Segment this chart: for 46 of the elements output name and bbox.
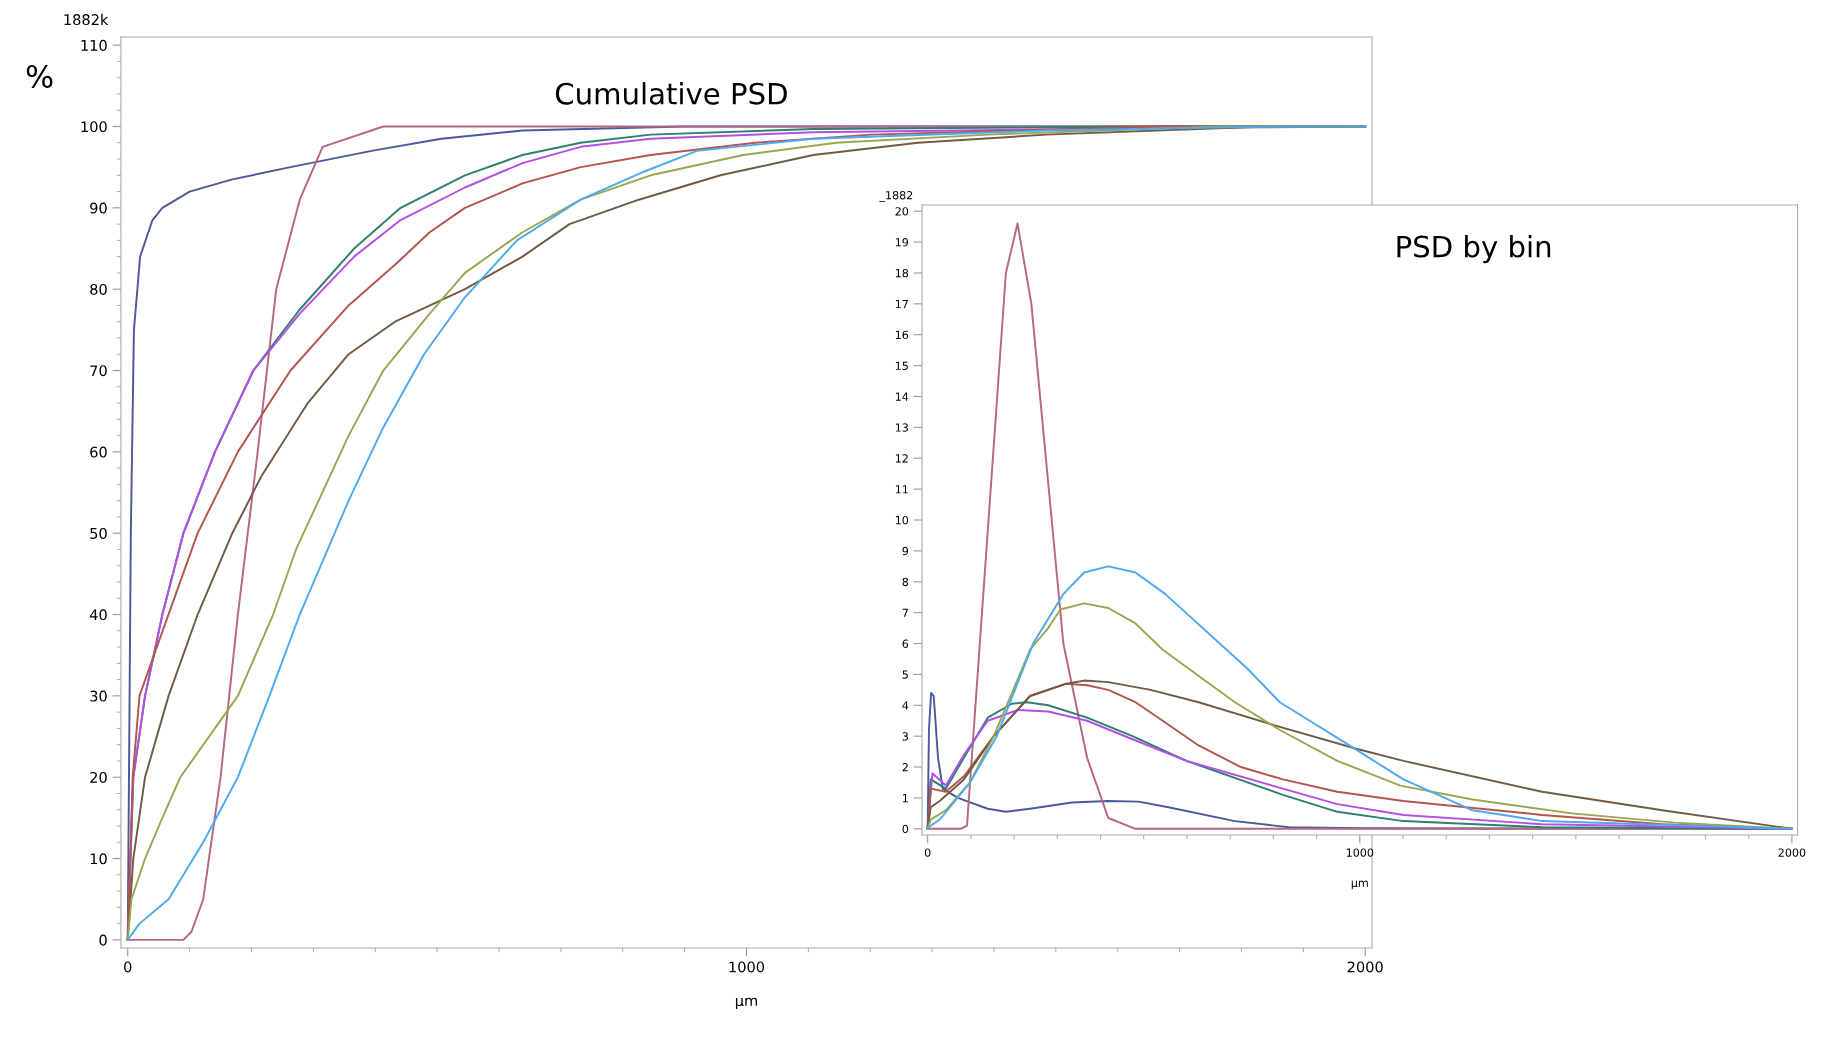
y-tick-label: 90: [90, 202, 107, 214]
y-tick-label: 20: [90, 771, 107, 783]
y-tick-label: 11: [895, 485, 908, 494]
y-tick-label: 12: [895, 454, 908, 463]
annotation: _1882: [879, 191, 913, 202]
y-tick-label: 16: [895, 330, 909, 340]
y-tick-label: 10: [895, 515, 909, 525]
y-tick-label: 10: [90, 853, 107, 865]
y-tick-label: 6: [902, 639, 909, 648]
y-tick-label: 40: [89, 609, 107, 621]
y-tick-label: 19: [895, 238, 909, 247]
y-axis-title: %: [26, 64, 53, 88]
text: PSD by bin: [1397, 235, 1551, 264]
y-tick-label: 13: [895, 423, 908, 432]
y-tick-label: 17: [895, 299, 908, 309]
y-tick-label: 15: [895, 361, 908, 370]
y-tick-label: 80: [90, 283, 107, 295]
y-tick-label: 70: [90, 365, 107, 377]
x-tick-label: 0: [924, 848, 931, 857]
x-axis-title: µm: [1351, 880, 1368, 890]
y-tick-label: 0: [902, 824, 909, 834]
y-tick-label: 0: [99, 934, 107, 946]
x-tick-label: 0: [124, 961, 132, 973]
text: Cumulative PSD: [555, 82, 787, 105]
y-tick-label: 100: [81, 121, 107, 133]
y-tick-label: 8: [902, 577, 909, 587]
y-tick-label: 3: [902, 732, 908, 741]
y-tick-label: 30: [90, 690, 107, 702]
y-tick-label: 20: [895, 207, 909, 216]
y-tick-label: 9: [902, 546, 909, 556]
y-tick-label: 14: [895, 392, 909, 401]
y-tick-label: 4: [902, 701, 909, 710]
y-tick-label: 18: [895, 268, 909, 278]
x-tick-label: 1000: [1346, 848, 1374, 857]
x-tick-label: 1000: [729, 961, 765, 973]
text: 1882k: [64, 13, 109, 26]
x-tick-label: 2000: [1347, 961, 1383, 973]
y-tick-label: 1: [902, 794, 908, 803]
y-tick-label: 50: [90, 527, 107, 539]
x-axis-title: µm: [735, 997, 757, 1009]
y-tick-label: 2: [902, 763, 908, 772]
x-tick-label: 2000: [1778, 848, 1806, 857]
y-tick-label: 5: [902, 670, 908, 679]
y-tick-label: 7: [902, 608, 908, 617]
y-tick-label: 110: [81, 39, 107, 51]
y-tick-label: 60: [90, 446, 107, 458]
